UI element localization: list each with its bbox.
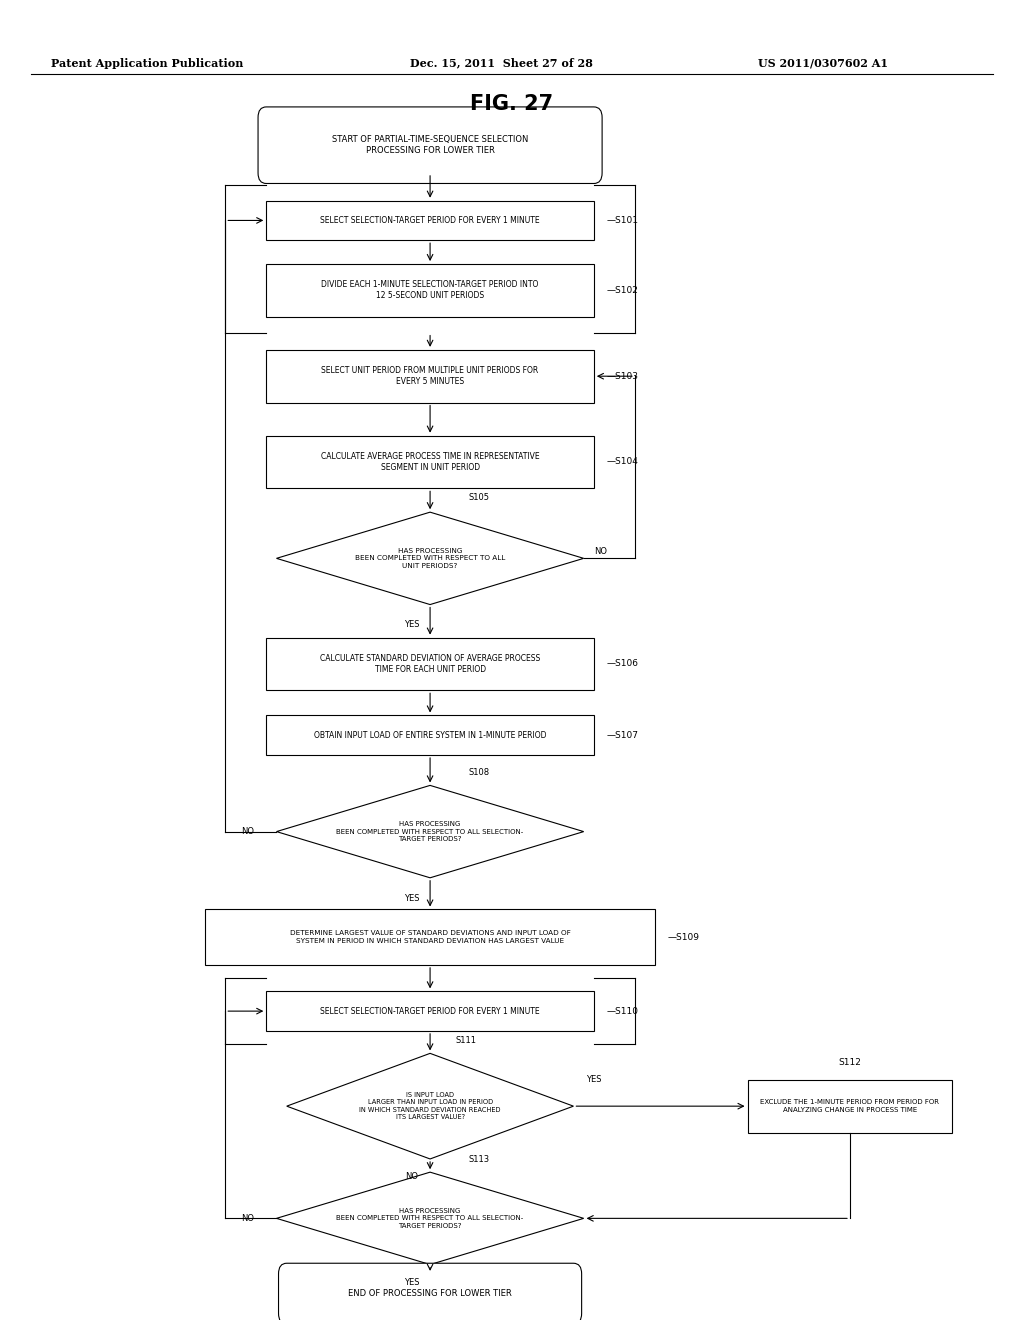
Bar (266, 715, 594, 755)
Text: NO: NO (241, 1214, 254, 1222)
Polygon shape (276, 1172, 584, 1265)
Polygon shape (287, 1053, 573, 1159)
FancyBboxPatch shape (279, 1263, 582, 1320)
Text: YES: YES (403, 620, 420, 630)
Text: IS INPUT LOAD
LARGER THAN INPUT LOAD IN PERIOD
IN WHICH STANDARD DEVIATION REACH: IS INPUT LOAD LARGER THAN INPUT LOAD IN … (359, 1092, 501, 1121)
Text: YES: YES (403, 1278, 420, 1287)
Text: FIG. 27: FIG. 27 (470, 94, 554, 115)
Text: HAS PROCESSING
BEEN COMPLETED WITH RESPECT TO ALL
UNIT PERIODS?: HAS PROCESSING BEEN COMPLETED WITH RESPE… (355, 548, 505, 569)
Text: —S101: —S101 (606, 216, 638, 224)
Text: S108: S108 (469, 768, 490, 777)
Text: NO: NO (594, 548, 607, 556)
Text: EXCLUDE THE 1-MINUTE PERIOD FROM PERIOD FOR
ANALYZING CHANGE IN PROCESS TIME: EXCLUDE THE 1-MINUTE PERIOD FROM PERIOD … (761, 1100, 939, 1113)
Bar (266, 201, 594, 240)
Polygon shape (276, 512, 584, 605)
Bar (748, 1080, 952, 1133)
Text: START OF PARTIAL-TIME-SEQUENCE SELECTION
PROCESSING FOR LOWER TIER: START OF PARTIAL-TIME-SEQUENCE SELECTION… (332, 135, 528, 156)
Text: —S109: —S109 (668, 933, 699, 941)
Text: —S103: —S103 (606, 372, 638, 380)
Text: —S104: —S104 (606, 458, 638, 466)
Text: CALCULATE AVERAGE PROCESS TIME IN REPRESENTATIVE
SEGMENT IN UNIT PERIOD: CALCULATE AVERAGE PROCESS TIME IN REPRES… (321, 451, 540, 473)
Text: S111: S111 (456, 1036, 477, 1045)
Text: —S110: —S110 (606, 1007, 638, 1015)
Text: SELECT UNIT PERIOD FROM MULTIPLE UNIT PERIODS FOR
EVERY 5 MINUTES: SELECT UNIT PERIOD FROM MULTIPLE UNIT PE… (322, 366, 539, 387)
Text: US 2011/0307602 A1: US 2011/0307602 A1 (758, 58, 888, 69)
Text: OBTAIN INPUT LOAD OF ENTIRE SYSTEM IN 1-MINUTE PERIOD: OBTAIN INPUT LOAD OF ENTIRE SYSTEM IN 1-… (313, 731, 547, 739)
Bar (266, 638, 594, 690)
Text: YES: YES (586, 1076, 601, 1084)
Text: —S107: —S107 (606, 731, 638, 739)
Text: DIVIDE EACH 1-MINUTE SELECTION-TARGET PERIOD INTO
12 5-SECOND UNIT PERIODS: DIVIDE EACH 1-MINUTE SELECTION-TARGET PE… (322, 280, 539, 301)
Text: S113: S113 (469, 1155, 490, 1164)
Text: NO: NO (241, 828, 254, 836)
Text: NO: NO (406, 1172, 418, 1181)
Text: YES: YES (403, 894, 420, 903)
FancyBboxPatch shape (258, 107, 602, 183)
Polygon shape (276, 785, 584, 878)
Text: CALCULATE STANDARD DEVIATION OF AVERAGE PROCESS
TIME FOR EACH UNIT PERIOD: CALCULATE STANDARD DEVIATION OF AVERAGE … (319, 653, 541, 675)
Text: S112: S112 (839, 1057, 861, 1067)
Text: DETERMINE LARGEST VALUE OF STANDARD DEVIATIONS AND INPUT LOAD OF
SYSTEM IN PERIO: DETERMINE LARGEST VALUE OF STANDARD DEVI… (290, 931, 570, 944)
Bar (205, 909, 655, 965)
Text: S105: S105 (469, 492, 490, 502)
Text: SELECT SELECTION-TARGET PERIOD FOR EVERY 1 MINUTE: SELECT SELECTION-TARGET PERIOD FOR EVERY… (321, 1007, 540, 1015)
Text: —S102: —S102 (606, 286, 638, 294)
Text: Patent Application Publication: Patent Application Publication (51, 58, 244, 69)
Text: SELECT SELECTION-TARGET PERIOD FOR EVERY 1 MINUTE: SELECT SELECTION-TARGET PERIOD FOR EVERY… (321, 216, 540, 224)
Bar (266, 350, 594, 403)
Text: Dec. 15, 2011  Sheet 27 of 28: Dec. 15, 2011 Sheet 27 of 28 (410, 58, 593, 69)
Bar (266, 264, 594, 317)
Text: HAS PROCESSING
BEEN COMPLETED WITH RESPECT TO ALL SELECTION-
TARGET PERIODS?: HAS PROCESSING BEEN COMPLETED WITH RESPE… (337, 1208, 523, 1229)
Text: —S106: —S106 (606, 660, 638, 668)
Text: END OF PROCESSING FOR LOWER TIER: END OF PROCESSING FOR LOWER TIER (348, 1290, 512, 1298)
Text: HAS PROCESSING
BEEN COMPLETED WITH RESPECT TO ALL SELECTION-
TARGET PERIODS?: HAS PROCESSING BEEN COMPLETED WITH RESPE… (337, 821, 523, 842)
Bar (266, 436, 594, 488)
Bar (266, 991, 594, 1031)
